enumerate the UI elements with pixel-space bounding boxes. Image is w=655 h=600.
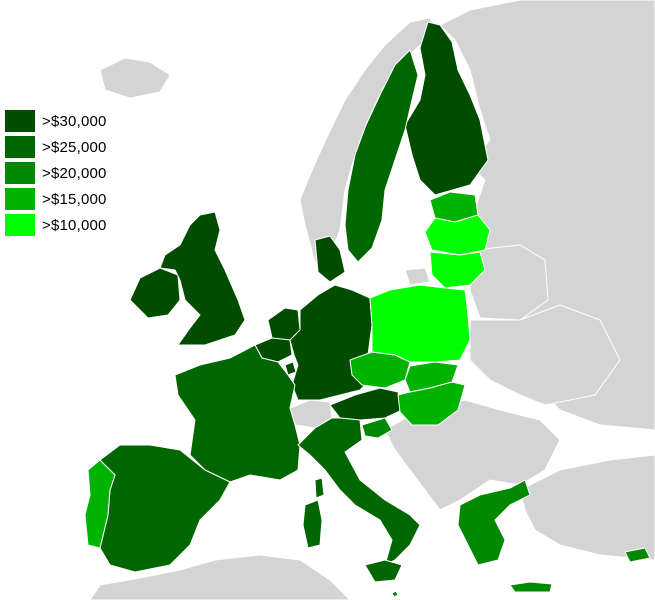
- lithuania: [429, 251, 486, 289]
- legend-item: >$25,000: [5, 134, 107, 160]
- greece: [457, 479, 531, 566]
- legend-item: >$10,000: [5, 212, 107, 238]
- north-africa: [89, 554, 351, 600]
- crete: [509, 581, 553, 593]
- sicily: [364, 559, 403, 583]
- portugal: [84, 459, 116, 549]
- ukraine: [469, 304, 621, 406]
- corsica: [314, 477, 325, 499]
- france: [174, 344, 301, 483]
- slovenia: [361, 417, 393, 439]
- united-kingdom: [159, 211, 246, 346]
- finland: [404, 21, 489, 196]
- italy: [297, 417, 421, 566]
- malta: [391, 590, 399, 598]
- legend-swatch: [5, 136, 35, 158]
- legend-swatch: [5, 162, 35, 184]
- belarus: [469, 244, 549, 321]
- legend-item: >$15,000: [5, 186, 107, 212]
- legend-item: >$30,000: [5, 108, 107, 134]
- legend: >$30,000 >$25,000 >$20,000 >$15,000 >$10…: [5, 108, 107, 238]
- legend-label: >$20,000: [42, 164, 107, 182]
- russia-kaliningrad: [404, 267, 431, 286]
- legend-swatch: [5, 110, 35, 132]
- sweden: [344, 49, 419, 263]
- legend-swatch: [5, 188, 35, 210]
- iceland: [99, 57, 171, 99]
- poland: [369, 284, 471, 363]
- legend-swatch: [5, 214, 35, 236]
- legend-label: >$25,000: [42, 138, 107, 156]
- latvia: [424, 214, 491, 256]
- cyprus: [624, 547, 651, 563]
- ireland: [129, 267, 181, 319]
- legend-label: >$10,000: [42, 216, 107, 234]
- hungary: [397, 381, 466, 426]
- legend-item: >$20,000: [5, 160, 107, 186]
- sardinia: [302, 499, 323, 549]
- denmark: [314, 235, 346, 283]
- legend-label: >$30,000: [42, 112, 107, 130]
- legend-label: >$15,000: [42, 190, 107, 208]
